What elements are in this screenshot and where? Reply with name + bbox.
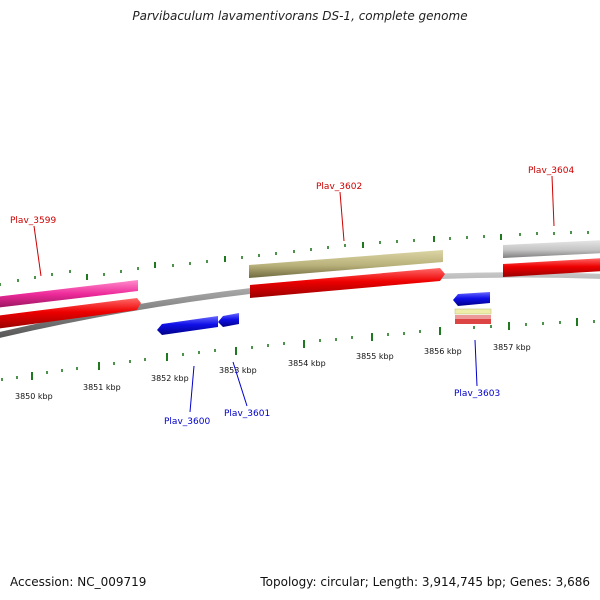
feature-plav-3602-gene[interactable]	[249, 250, 443, 278]
leader-line-plav-3604	[551, 175, 555, 227]
gene-label-plav-3602[interactable]: Plav_3602	[316, 182, 362, 192]
kbp-label: 3850 kbp	[15, 392, 53, 401]
kbp-label: 3853 kbp	[219, 366, 257, 375]
kbp-label: 3854 kbp	[288, 359, 326, 368]
kbp-label: 3856 kbp	[424, 347, 462, 356]
topology-text: Topology: circular; Length: 3,914,745 bp…	[260, 575, 590, 589]
leader-line-plav-3603	[474, 339, 478, 387]
gene-label-plav-3600[interactable]: Plav_3600	[164, 417, 210, 427]
feature-plav-3601[interactable]	[218, 313, 239, 327]
genome-title: Parvibaculum lavamentivorans DS-1, compl…	[132, 9, 468, 23]
accession-text: Accession: NC_009719	[10, 575, 147, 589]
feature-plav-3604-gene[interactable]	[503, 240, 600, 258]
feature-plav-3599-gene[interactable]	[0, 280, 138, 308]
feature-plav-3599-cds[interactable]	[0, 298, 141, 329]
gene-label-plav-3601[interactable]: Plav_3601	[224, 409, 270, 419]
feature-plav-3602-cds[interactable]	[250, 268, 445, 298]
gene-label-plav-3604[interactable]: Plav_3604	[528, 166, 574, 176]
feature-plav-3600[interactable]	[157, 316, 218, 335]
kbp-label: 3857 kbp	[493, 343, 531, 352]
feature-plav-3603-yellow[interactable]	[454, 308, 492, 315]
kbp-label: 3851 kbp	[83, 383, 121, 392]
leader-line-plav-3602	[339, 191, 345, 242]
gene-label-plav-3599[interactable]: Plav_3599	[10, 216, 56, 226]
kbp-label: 3855 kbp	[356, 352, 394, 361]
gene-label-plav-3603[interactable]: Plav_3603	[454, 389, 500, 399]
kbp-label: 3852 kbp	[151, 374, 189, 383]
upper-tick-row	[0, 231, 589, 286]
leader-line-plav-3601	[232, 361, 248, 407]
leader-line-plav-3600	[189, 365, 195, 413]
leader-line-plav-3599	[33, 225, 42, 277]
feature-plav-3604-cds[interactable]	[503, 258, 600, 277]
feature-plav-3603[interactable]	[453, 292, 490, 306]
lower-tick-row	[1, 318, 595, 381]
feature-plav-3603-red[interactable]	[455, 319, 491, 324]
feature-plav-3603-pink[interactable]	[455, 315, 491, 319]
